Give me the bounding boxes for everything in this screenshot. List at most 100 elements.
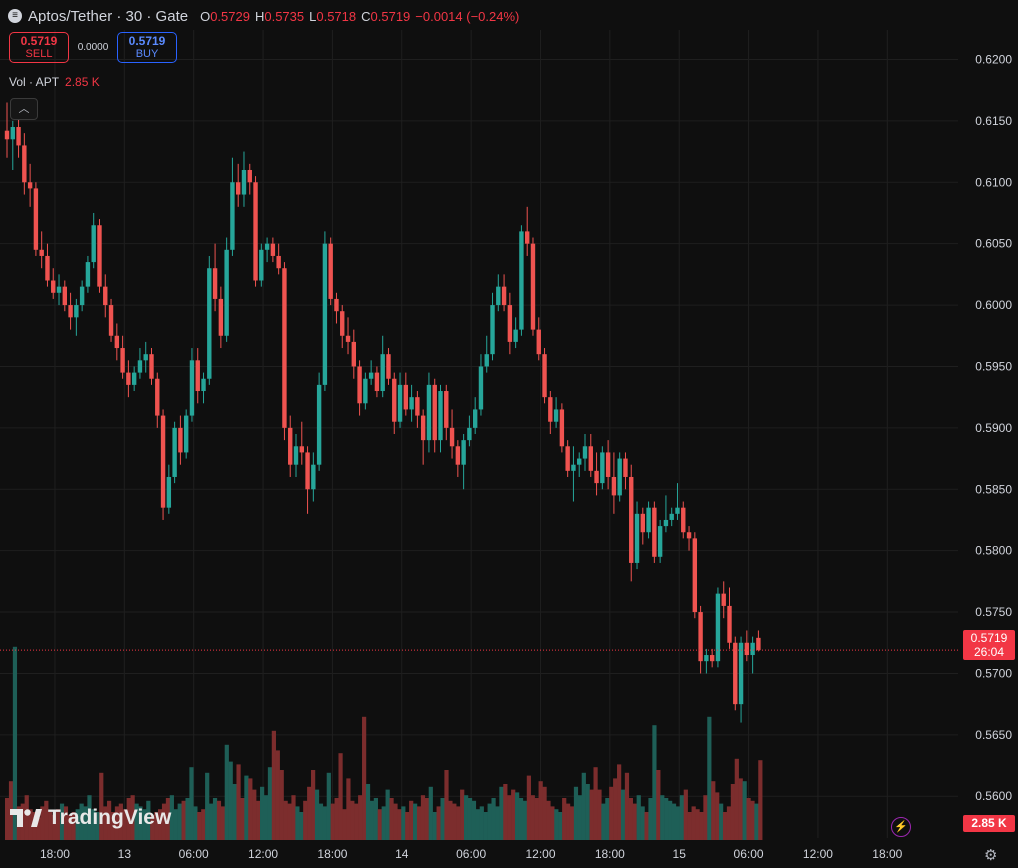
volume-bar (28, 809, 33, 840)
volume-bar (546, 800, 551, 840)
candle-body (374, 372, 380, 392)
close-value: 0.5719 (370, 8, 411, 24)
volume-bar (314, 789, 320, 840)
volume-bar (511, 789, 516, 840)
candle-body (293, 446, 299, 465)
candle-body (85, 262, 91, 287)
spread-value: 0.0000 (77, 42, 109, 53)
volume-bar (299, 812, 304, 840)
volume-bar (620, 789, 626, 840)
volume-bar (189, 767, 194, 840)
volume-bars (5, 646, 763, 840)
volume-bar (103, 806, 108, 840)
volume-bar (389, 798, 394, 840)
volume-value: 2.85 K (65, 75, 100, 89)
candle-body (490, 305, 495, 355)
candle-body (357, 366, 362, 404)
candle-body (657, 526, 663, 557)
gear-icon[interactable]: ⚙ (984, 847, 998, 864)
buy-button[interactable]: 0.5719 BUY (117, 32, 177, 63)
candle-body (594, 470, 599, 484)
time-tick-label: 18:00 (595, 847, 625, 861)
volume-bar (5, 798, 10, 840)
volume-bar (99, 772, 104, 840)
candle-body (311, 464, 316, 490)
volume-bar (63, 806, 69, 840)
candle-body (241, 169, 247, 195)
volume-bar (522, 800, 528, 840)
logo-text: TradingView (48, 806, 172, 829)
volume-bar (577, 795, 582, 840)
candle-body (559, 409, 565, 447)
lightning-icon[interactable]: ⚡ (891, 817, 911, 837)
ohlc-values: O0.5729 H0.5735 L0.5718 C0.5719 −0.0014 … (200, 9, 519, 24)
volume-bar (91, 809, 96, 840)
buy-label: BUY (135, 48, 159, 60)
sell-label: SELL (25, 48, 53, 60)
price-tick-label: 0.5850 (975, 482, 1012, 496)
volume-bar (703, 795, 708, 840)
volume-bar (416, 806, 422, 840)
collapse-legend-button[interactable]: ︿ (10, 98, 38, 120)
volume-bar (56, 809, 61, 840)
candle-body (322, 243, 328, 385)
candle-body (455, 446, 461, 465)
price-tick-label: 0.5750 (975, 605, 1012, 619)
price-tick-label: 0.6150 (975, 114, 1012, 128)
candle-body (68, 305, 73, 318)
candle-body (744, 642, 750, 656)
time-tick-label: 12:00 (248, 847, 278, 861)
volume-bar (440, 798, 445, 840)
volume-bar (707, 716, 712, 840)
volume-bar (373, 798, 378, 840)
volume-bar (628, 798, 633, 840)
volume-bar (530, 795, 535, 840)
volume-bar (354, 803, 359, 840)
candle-body (166, 476, 172, 508)
volume-bar (566, 803, 571, 840)
candle-body (738, 642, 744, 705)
volume-bar (338, 753, 343, 840)
volume-bar (12, 646, 18, 840)
volume-bar (393, 803, 398, 840)
volume-bar (110, 812, 116, 840)
volume-bar (79, 803, 84, 840)
candle-body (224, 249, 229, 336)
volume-bar (742, 781, 747, 840)
volume-bar (668, 800, 673, 840)
volume-bar (636, 795, 641, 840)
candle-body (27, 182, 33, 189)
volume-bar (52, 814, 57, 840)
volume-bar (287, 803, 292, 840)
volume-bar (467, 798, 473, 840)
volume-bar (452, 803, 457, 840)
volume-bar (424, 798, 429, 840)
symbol-title[interactable]: Aptos/Tether · 30 · Gate (28, 7, 189, 25)
volume-bar (730, 784, 735, 840)
candle-body (727, 605, 732, 643)
volume-bar (671, 803, 677, 840)
volume-bar (260, 786, 265, 840)
candle-body (91, 225, 96, 263)
sell-button[interactable]: 0.5719 SELL (9, 32, 69, 63)
candle-body (467, 427, 472, 441)
price-axis[interactable]: 0.6200 0.6150 0.6100 0.6050 0.6000 0.5950 0.59… (975, 52, 1012, 803)
candle-body (149, 354, 154, 379)
volume-bar (318, 803, 324, 840)
volume-bar (71, 812, 76, 840)
volume-legend[interactable]: Vol · APT 2.85 K (9, 75, 100, 89)
chevron-up-icon: ︿ (18, 103, 30, 115)
candle-body (79, 286, 85, 306)
candle-body (288, 427, 293, 465)
time-axis[interactable]: 18:00 13 06:00 12:00 18:00 14 06:00 12:00 18:00 1… (40, 847, 903, 861)
volume-bar (122, 809, 127, 840)
volume-bar (499, 786, 504, 840)
volume-bar (228, 761, 233, 840)
volume-bar (248, 778, 253, 840)
candle-body (74, 305, 79, 318)
volume-bar (358, 795, 363, 840)
tradingview-logo[interactable]: TradingView (10, 806, 171, 830)
volume-bar (381, 806, 386, 840)
candle-body (120, 348, 125, 373)
